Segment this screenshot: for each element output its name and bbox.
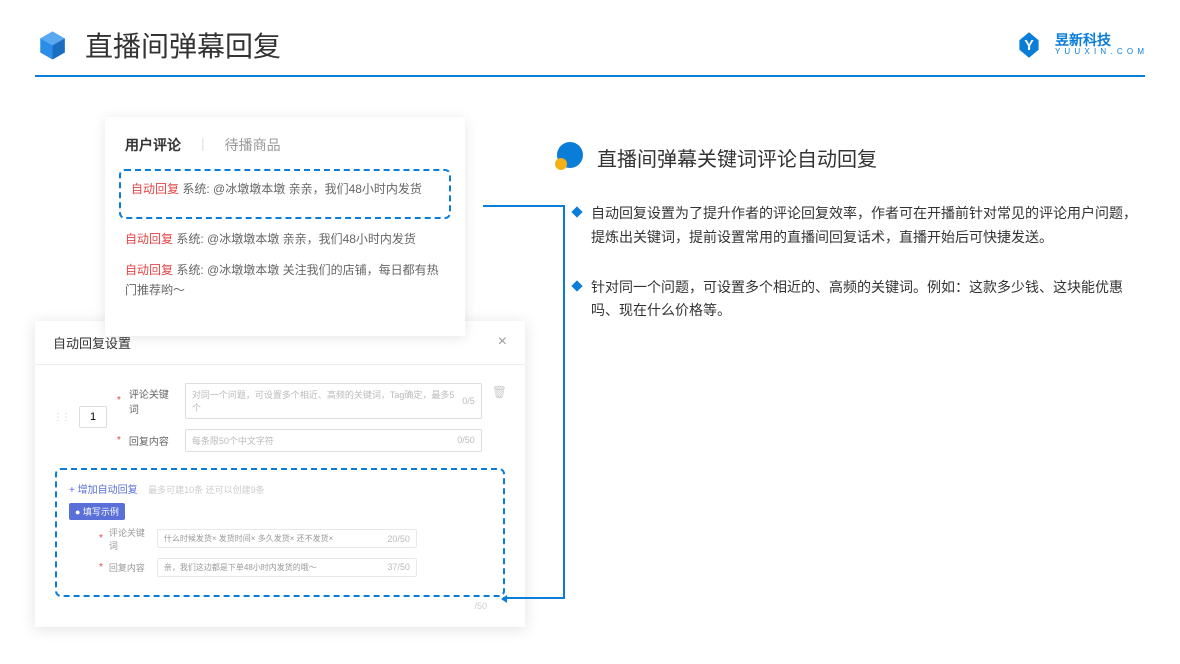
comment-row: 自动回复 系统: @冰墩墩本墩 亲亲，我们48小时内发货 bbox=[125, 229, 445, 249]
char-count: 0/50 bbox=[457, 435, 475, 445]
example-keyword-row: * 评论关键词 什么时候发货× 发货时间× 多久发货× 还不发货× 20/50 bbox=[99, 526, 491, 552]
required-icon: * bbox=[99, 533, 103, 544]
system-label: 系统: bbox=[182, 182, 209, 196]
fields: * 评论关键词 对同一个问题，可设置多个相近、高频的关键词，Tag确定，最多5个… bbox=[117, 383, 482, 452]
bullet-text: 针对同一个问题，可设置多个相近的、高频的关键词。例如：这款多少钱、这块能优惠吗、… bbox=[591, 276, 1145, 324]
required-icon: * bbox=[117, 395, 121, 406]
drag-handle-icon[interactable]: ⋮⋮ bbox=[53, 412, 69, 423]
system-label: 系统: bbox=[176, 232, 203, 246]
char-count: 20/50 bbox=[387, 534, 410, 544]
comments-card: 用户评论 | 待播商品 自动回复 系统: @冰墩墩本墩 亲亲，我们48小时内发货… bbox=[105, 117, 465, 336]
add-auto-reply-button[interactable]: + 增加自动回复 bbox=[69, 481, 138, 496]
connector-line bbox=[485, 205, 565, 599]
auto-reply-tag: 自动回复 bbox=[131, 182, 179, 196]
placeholder: 每条限50个中文字符 bbox=[192, 434, 274, 447]
brand-en: Y U U X I N . C O M bbox=[1055, 48, 1145, 57]
cube-icon bbox=[35, 28, 70, 63]
page-title: 直播间弹幕回复 bbox=[85, 25, 281, 65]
order-number: 1 bbox=[79, 406, 107, 428]
blob-icon bbox=[555, 142, 585, 172]
bullet-item: 自动回复设置为了提升作者的评论回复效率，作者可在开播前针对常见的评论用户问题，提… bbox=[573, 202, 1145, 250]
highlighted-comment: 自动回复 系统: @冰墩墩本墩 亲亲，我们48小时内发货 bbox=[119, 169, 451, 219]
keyword-label: 评论关键词 bbox=[129, 386, 177, 416]
content-input[interactable]: 每条限50个中文字符 0/50 bbox=[185, 429, 482, 452]
comment-row: 自动回复 系统: @冰墩墩本墩 关注我们的店铺，每日都有热门推荐哟～ bbox=[125, 260, 445, 301]
right-panel: 直播间弹幕关键词评论自动回复 自动回复设置为了提升作者的评论回复效率，作者可在开… bbox=[555, 117, 1145, 627]
blob-yellow bbox=[555, 158, 567, 170]
header-divider bbox=[35, 75, 1145, 77]
keyword-field-row: * 评论关键词 对同一个问题，可设置多个相近、高频的关键词，Tag确定，最多5个… bbox=[117, 383, 482, 419]
page-header: 直播间弹幕回复 Y 昱新科技 Y U U X I N . C O M bbox=[0, 0, 1180, 75]
form-row: ⋮⋮ 1 * 评论关键词 对同一个问题，可设置多个相近、高频的关键词，Tag确定… bbox=[53, 383, 507, 452]
required-icon: * bbox=[117, 435, 121, 446]
add-note: 最多可建10条 还可以创建9条 bbox=[148, 485, 265, 495]
example-content-row: * 回复内容 亲，我们这边都是下单48小时内发货的哦～ 37/50 bbox=[99, 558, 491, 577]
content-text: 亲，我们这边都是下单48小时内发货的哦～ bbox=[164, 562, 317, 573]
brand-icon: Y bbox=[1013, 29, 1045, 61]
comment-text: @冰墩墩本墩 关注我们的店铺，每日都有热门推荐哟～ bbox=[125, 263, 439, 297]
example-badge: ● 填写示例 bbox=[69, 503, 125, 520]
example-block: + 增加自动回复 最多可建10条 还可以创建9条 ● 填写示例 * 评论关键词 … bbox=[55, 468, 505, 597]
system-label: 系统: bbox=[176, 263, 203, 277]
placeholder: 对同一个问题，可设置多个相近、高频的关键词，Tag确定，最多5个 bbox=[192, 388, 462, 414]
content-label: 回复内容 bbox=[129, 433, 177, 448]
bullet-item: 针对同一个问题，可设置多个相近的、高频的关键词。例如：这款多少钱、这块能优惠吗、… bbox=[573, 276, 1145, 324]
char-count: 37/50 bbox=[387, 562, 410, 572]
diamond-icon bbox=[571, 280, 582, 291]
ex-content-input[interactable]: 亲，我们这边都是下单48小时内发货的哦～ 37/50 bbox=[157, 558, 417, 577]
header-left: 直播间弹幕回复 bbox=[35, 25, 281, 65]
brand-text: 昱新科技 Y U U X I N . C O M bbox=[1055, 33, 1145, 57]
keyword-input[interactable]: 对同一个问题，可设置多个相近、高频的关键词，Tag确定，最多5个 0/5 bbox=[185, 383, 482, 419]
left-panel: 用户评论 | 待播商品 自动回复 系统: @冰墩墩本墩 亲亲，我们48小时内发货… bbox=[35, 117, 525, 627]
comment-row: 自动回复 系统: @冰墩墩本墩 亲亲，我们48小时内发货 bbox=[131, 179, 439, 199]
content-field-row: * 回复内容 每条限50个中文字符 0/50 bbox=[117, 429, 482, 452]
auto-reply-tag: 自动回复 bbox=[125, 263, 173, 277]
add-row: + 增加自动回复 最多可建10条 还可以创建9条 bbox=[69, 480, 491, 502]
tab-comments[interactable]: 用户评论 bbox=[125, 135, 181, 155]
arrow-icon bbox=[501, 595, 507, 603]
tab-products[interactable]: 待播商品 bbox=[225, 135, 281, 155]
settings-card: 自动回复设置 × ⋮⋮ 1 * 评论关键词 对同一个问题，可设置多个相近、高频的… bbox=[35, 321, 525, 627]
section-header: 直播间弹幕关键词评论自动回复 bbox=[555, 142, 1145, 172]
section-title: 直播间弹幕关键词评论自动回复 bbox=[597, 143, 877, 172]
auto-reply-tag: 自动回复 bbox=[125, 232, 173, 246]
bullet-list: 自动回复设置为了提升作者的评论回复效率，作者可在开播前针对常见的评论用户问题，提… bbox=[555, 202, 1145, 323]
brand-cn: 昱新科技 bbox=[1055, 33, 1145, 48]
ex-keyword-label: 评论关键词 bbox=[109, 526, 151, 552]
required-icon: * bbox=[99, 562, 103, 573]
comment-text: @冰墩墩本墩 亲亲，我们48小时内发货 bbox=[213, 182, 422, 196]
ex-content-label: 回复内容 bbox=[109, 561, 151, 574]
bullet-text: 自动回复设置为了提升作者的评论回复效率，作者可在开播前针对常见的评论用户问题，提… bbox=[591, 202, 1145, 250]
settings-body: ⋮⋮ 1 * 评论关键词 对同一个问题，可设置多个相近、高频的关键词，Tag确定… bbox=[35, 365, 525, 613]
comment-text: @冰墩墩本墩 亲亲，我们48小时内发货 bbox=[207, 232, 416, 246]
char-count: 0/5 bbox=[462, 396, 475, 406]
ex-keyword-input[interactable]: 什么时候发货× 发货时间× 多久发货× 还不发货× 20/50 bbox=[157, 529, 417, 548]
tags: 什么时候发货× 发货时间× 多久发货× 还不发货× bbox=[164, 533, 333, 544]
tabs: 用户评论 | 待播商品 bbox=[125, 135, 445, 155]
svg-text:Y: Y bbox=[1024, 38, 1034, 54]
brand: Y 昱新科技 Y U U X I N . C O M bbox=[1013, 29, 1145, 61]
diamond-icon bbox=[571, 206, 582, 217]
content: 用户评论 | 待播商品 自动回复 系统: @冰墩墩本墩 亲亲，我们48小时内发货… bbox=[0, 97, 1180, 647]
bottom-count: /50 bbox=[53, 597, 507, 611]
